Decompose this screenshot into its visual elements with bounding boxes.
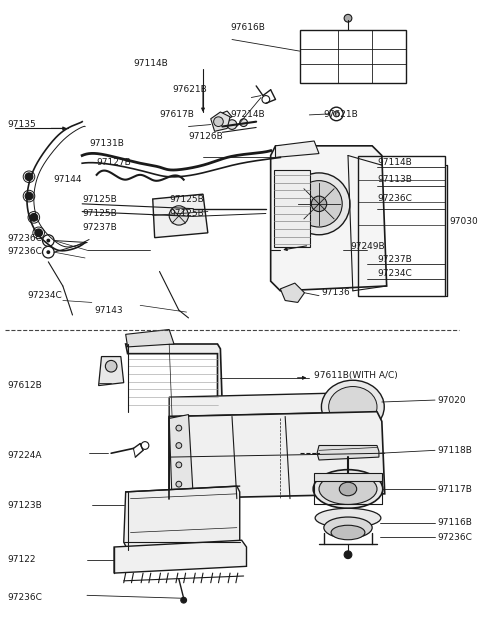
Text: 97214B: 97214B — [230, 110, 264, 120]
Text: 97020: 97020 — [437, 396, 466, 404]
Text: 97113B: 97113B — [377, 175, 412, 184]
Bar — [274, 170, 310, 248]
Polygon shape — [276, 141, 319, 158]
Circle shape — [25, 192, 33, 200]
Text: 97621B: 97621B — [172, 85, 207, 94]
Polygon shape — [114, 541, 247, 573]
Circle shape — [106, 360, 117, 372]
Polygon shape — [169, 392, 382, 416]
Circle shape — [47, 250, 50, 254]
Circle shape — [344, 551, 352, 559]
Circle shape — [176, 425, 182, 431]
Polygon shape — [271, 146, 387, 291]
Circle shape — [240, 119, 248, 127]
Text: 97236C: 97236C — [377, 193, 412, 202]
Ellipse shape — [313, 470, 383, 508]
Text: 97143: 97143 — [95, 306, 123, 314]
Text: 97127B: 97127B — [96, 158, 132, 167]
Text: 97237B: 97237B — [377, 255, 412, 265]
Circle shape — [47, 239, 50, 243]
Text: 97617B: 97617B — [159, 110, 194, 120]
Text: 97116B: 97116B — [437, 518, 472, 527]
Circle shape — [296, 181, 342, 227]
Text: 97611B(WITH A/C): 97611B(WITH A/C) — [314, 372, 398, 381]
Text: 97236C: 97236C — [8, 247, 43, 256]
Text: 97135: 97135 — [8, 120, 36, 129]
Ellipse shape — [319, 474, 377, 505]
Text: 97234C: 97234C — [377, 269, 412, 278]
Circle shape — [35, 229, 43, 237]
Bar — [358, 156, 444, 295]
Circle shape — [176, 481, 182, 487]
Circle shape — [214, 117, 223, 127]
Text: 97114B: 97114B — [133, 59, 168, 68]
Circle shape — [169, 206, 189, 225]
Text: 97114B: 97114B — [377, 158, 412, 167]
Text: 97125B: 97125B — [169, 195, 204, 205]
Ellipse shape — [331, 525, 365, 540]
Text: 97249B: 97249B — [350, 242, 384, 251]
Text: 97126B: 97126B — [189, 132, 223, 140]
Circle shape — [25, 173, 33, 181]
Polygon shape — [153, 194, 208, 238]
Text: 97117B: 97117B — [437, 484, 472, 493]
Text: 97236C: 97236C — [8, 593, 43, 602]
Ellipse shape — [339, 482, 357, 496]
Text: 97236C: 97236C — [8, 234, 43, 243]
Polygon shape — [126, 329, 174, 347]
Ellipse shape — [322, 381, 384, 433]
Circle shape — [334, 111, 339, 117]
Circle shape — [176, 443, 182, 449]
Text: 97237B: 97237B — [82, 224, 117, 232]
Ellipse shape — [315, 508, 381, 528]
Circle shape — [181, 597, 187, 603]
Polygon shape — [314, 472, 382, 481]
Text: 97136: 97136 — [321, 289, 350, 297]
Polygon shape — [169, 411, 385, 499]
Text: 97236C: 97236C — [437, 533, 472, 542]
Circle shape — [30, 214, 38, 221]
Polygon shape — [169, 415, 193, 501]
Text: 97621B: 97621B — [324, 110, 359, 120]
Text: 97118B: 97118B — [437, 446, 472, 455]
Text: 97616B: 97616B — [230, 23, 265, 32]
Polygon shape — [317, 445, 379, 460]
Text: 97131B: 97131B — [89, 139, 124, 149]
Circle shape — [227, 120, 237, 129]
Circle shape — [288, 173, 350, 235]
Text: 97234C: 97234C — [27, 291, 62, 300]
Circle shape — [176, 462, 182, 467]
Text: 97122: 97122 — [8, 555, 36, 564]
Polygon shape — [217, 111, 232, 121]
Circle shape — [344, 14, 352, 22]
Polygon shape — [98, 357, 124, 386]
Text: 97144: 97144 — [53, 175, 82, 184]
Text: 97125B: 97125B — [169, 209, 204, 218]
Text: 97030: 97030 — [449, 217, 478, 226]
Polygon shape — [211, 112, 230, 131]
Ellipse shape — [329, 387, 377, 427]
Text: 97123B: 97123B — [8, 501, 43, 510]
Text: 97125B: 97125B — [82, 195, 117, 205]
Text: 97612B: 97612B — [8, 381, 43, 390]
Text: 97125B: 97125B — [82, 209, 117, 218]
Ellipse shape — [324, 517, 372, 538]
Polygon shape — [124, 486, 240, 550]
Circle shape — [311, 196, 327, 212]
Polygon shape — [280, 283, 304, 302]
Text: 97224A: 97224A — [8, 450, 42, 460]
Polygon shape — [126, 344, 227, 416]
